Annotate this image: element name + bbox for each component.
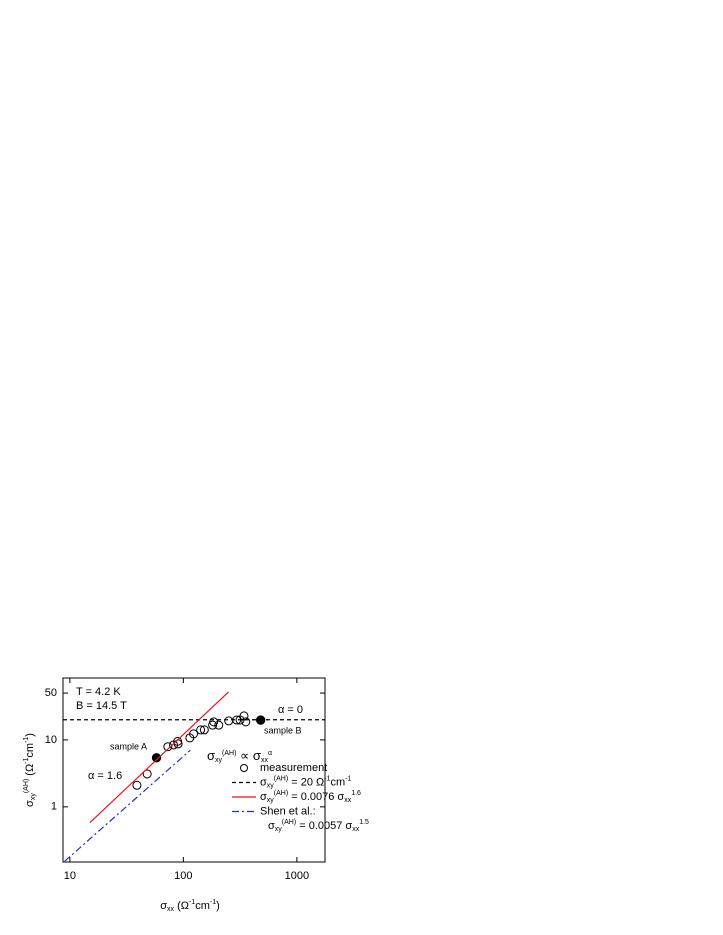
- data-point: [241, 717, 251, 727]
- legend-label: σxy(AH) = 0.0076 σxx1.6: [260, 790, 361, 804]
- annotation-sub: xx: [261, 757, 269, 764]
- data-point: [239, 711, 249, 721]
- legend-label-part: = 0.0057 σ: [296, 820, 352, 832]
- x-tick-label: 100: [174, 870, 192, 882]
- legend-label: Shen et al.:: [260, 805, 316, 817]
- legend-label-sub: xy: [267, 797, 275, 804]
- x-tick-label: 10: [64, 870, 76, 882]
- legend-label-part: measurement: [260, 762, 327, 774]
- x-axis-label: σxx (Ω-1cm-1): [160, 899, 220, 913]
- annotation: sample B: [264, 725, 302, 735]
- legend-label: measurement: [260, 762, 327, 774]
- fit-line: [89, 691, 229, 824]
- legend-label-part: Shen et al.:: [260, 805, 316, 817]
- legend-label-sup: (AH): [282, 819, 296, 826]
- data-point: [142, 769, 152, 779]
- legend-label-sup: 1.5: [359, 819, 369, 826]
- x-axis-label-sub: xx: [167, 906, 175, 913]
- annotation-sup: (AH): [222, 750, 236, 757]
- data-point: [189, 729, 199, 739]
- annotation-sub: xy: [215, 757, 223, 764]
- data-point: [224, 716, 234, 726]
- data-point: [196, 725, 206, 735]
- x-axis-label-part: (Ω: [174, 900, 189, 912]
- annotation-sup: α: [268, 750, 272, 757]
- legend-label-sup: 1.6: [351, 790, 361, 797]
- fit-line: [64, 749, 191, 862]
- x-axis-label-part: σ: [160, 900, 167, 912]
- legend-label-sub: xx: [352, 826, 360, 833]
- legend-label-part: σ: [260, 791, 267, 803]
- data-point: [132, 780, 142, 790]
- legend-label-part: σ: [260, 776, 267, 788]
- legend-label-part: = 0.0076 σ: [288, 791, 344, 803]
- y-tick-label: 10: [45, 734, 57, 746]
- legend-label-sub: xy: [267, 783, 275, 790]
- data-point: [199, 725, 209, 735]
- legend-label-sup: (AH): [274, 776, 288, 783]
- y-axis-label-part: ): [24, 733, 36, 737]
- annotation: sample A: [110, 741, 147, 751]
- annotation: α = 0: [278, 704, 303, 716]
- legend-label-sup: -1: [345, 776, 351, 783]
- legend-label: σxy(AH) = 0.0057 σxx1.5: [268, 819, 369, 833]
- x-tick-label: 1000: [285, 870, 309, 882]
- data-point: [209, 717, 219, 727]
- legend-label-part: = 20 Ω: [288, 776, 324, 788]
- plot-frame: [62, 677, 326, 863]
- y-tick-label: 1: [51, 801, 57, 813]
- annotation: T = 4.2 K: [76, 686, 121, 698]
- x-axis-label-part: cm: [195, 900, 210, 912]
- annotation: B = 14.5 T: [76, 700, 127, 712]
- annotation: σxy(AH) ∝ σxxα: [207, 748, 272, 764]
- data-point: [173, 739, 183, 749]
- y-axis-label-sup: -1: [23, 737, 30, 743]
- legend-symbol: [240, 764, 248, 772]
- x-axis-label-part: ): [216, 900, 220, 912]
- data-point: [163, 742, 173, 752]
- x-axis-label-sup: -1: [189, 899, 195, 906]
- y-axis-label-sup: (AH): [23, 779, 30, 793]
- x-axis-label-sup: -1: [210, 899, 216, 906]
- annotation-part: σ: [207, 748, 215, 763]
- y-axis-label-part: (Ω: [24, 764, 36, 779]
- legend-label: σxy(AH) = 20 Ω-1cm-1: [260, 776, 351, 790]
- legend-label-part: cm: [330, 776, 345, 788]
- sample-point: [151, 753, 162, 763]
- y-axis-label-part: cm: [24, 743, 36, 758]
- legend-label-sup: -1: [324, 776, 330, 783]
- legend-label-sub: xx: [344, 797, 352, 804]
- legend-label-part: σ: [268, 820, 275, 832]
- y-axis-label-sup: -1: [23, 758, 30, 764]
- legend-label-sub: xy: [275, 826, 283, 833]
- annotation-part: ∝ σ: [236, 748, 261, 763]
- y-tick-label: 50: [45, 687, 57, 699]
- y-axis-label: σxy(AH) (Ω-1cm-1): [23, 733, 37, 807]
- y-axis-label-part: σ: [24, 800, 36, 807]
- y-axis-label-sub: xy: [30, 793, 37, 801]
- annotation: α = 1.6: [88, 770, 122, 782]
- data-point: [214, 720, 224, 730]
- legend-label-sup: (AH): [274, 790, 288, 797]
